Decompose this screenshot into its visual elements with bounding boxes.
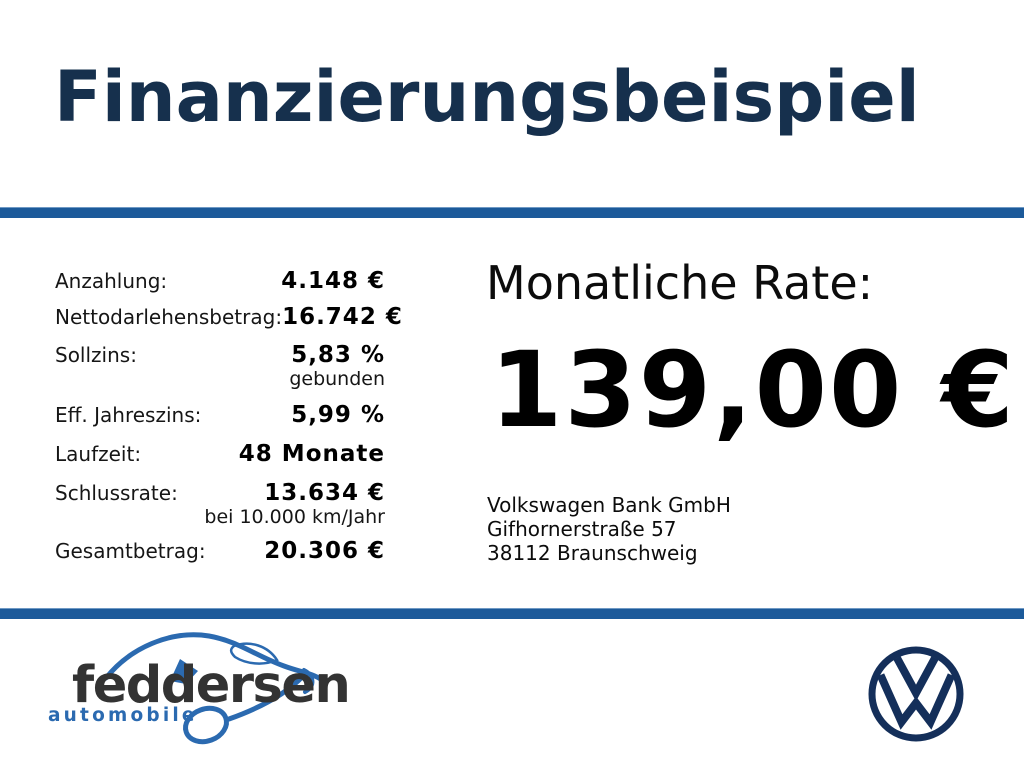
row-label: Gesamtbetrag: bbox=[55, 539, 206, 563]
vw-logo-icon bbox=[868, 646, 964, 742]
table-row: Eff. Jahreszins: 5,99 % bbox=[55, 402, 385, 428]
dealer-name-text: feddersen bbox=[72, 656, 349, 715]
table-row: Nettodarlehensbetrag: 16.742 € bbox=[55, 304, 402, 330]
bank-street: Gifhornerstraße 57 bbox=[487, 517, 677, 541]
monthly-rate-heading: Monatliche Rate: bbox=[486, 256, 874, 310]
row-label: Nettodarlehensbetrag: bbox=[55, 305, 283, 329]
top-divider-bar bbox=[0, 207, 1024, 218]
row-note: bei 10.000 km/Jahr bbox=[204, 506, 385, 528]
table-row: Anzahlung: 4.148 € bbox=[55, 268, 385, 294]
row-label: Sollzins: bbox=[55, 343, 137, 367]
row-label: Schlussrate: bbox=[55, 481, 178, 505]
row-value: 48 Monate bbox=[238, 441, 385, 467]
finance-details-table: Anzahlung: 4.148 € Nettodarlehensbetrag:… bbox=[55, 268, 402, 564]
table-row: Sollzins: 5,83 % bbox=[55, 342, 385, 368]
row-label: Laufzeit: bbox=[55, 442, 142, 466]
row-label: Eff. Jahreszins: bbox=[55, 403, 202, 427]
car-sketch-icon bbox=[103, 632, 325, 745]
bank-city: 38112 Braunschweig bbox=[487, 541, 698, 565]
row-value: 5,99 % bbox=[291, 402, 385, 428]
table-row: Gesamtbetrag: 20.306 € bbox=[55, 538, 385, 564]
row-value: 16.742 € bbox=[282, 304, 403, 330]
row-value: 5,83 % bbox=[291, 342, 385, 368]
row-value: 4.148 € bbox=[281, 268, 385, 294]
bank-address: Volkswagen Bank GmbH Gifhornerstraße 57 … bbox=[487, 493, 731, 565]
monthly-rate-amount: 139,00 € bbox=[490, 329, 1016, 451]
bank-name: Volkswagen Bank GmbH bbox=[487, 493, 731, 517]
dealer-subtitle-text: automobile bbox=[48, 705, 198, 726]
row-label: Anzahlung: bbox=[55, 269, 168, 293]
table-row: Laufzeit: 48 Monate bbox=[55, 441, 385, 467]
page-title: Finanzierungsbeispiel bbox=[54, 56, 920, 138]
row-value: 20.306 € bbox=[264, 538, 385, 564]
bottom-divider-bar bbox=[0, 608, 1024, 619]
row-note: gebunden bbox=[289, 368, 385, 390]
table-row: Schlussrate: 13.634 € bbox=[55, 480, 385, 506]
row-value: 13.634 € bbox=[264, 480, 385, 506]
dealer-logo: feddersen automobile bbox=[48, 632, 351, 745]
